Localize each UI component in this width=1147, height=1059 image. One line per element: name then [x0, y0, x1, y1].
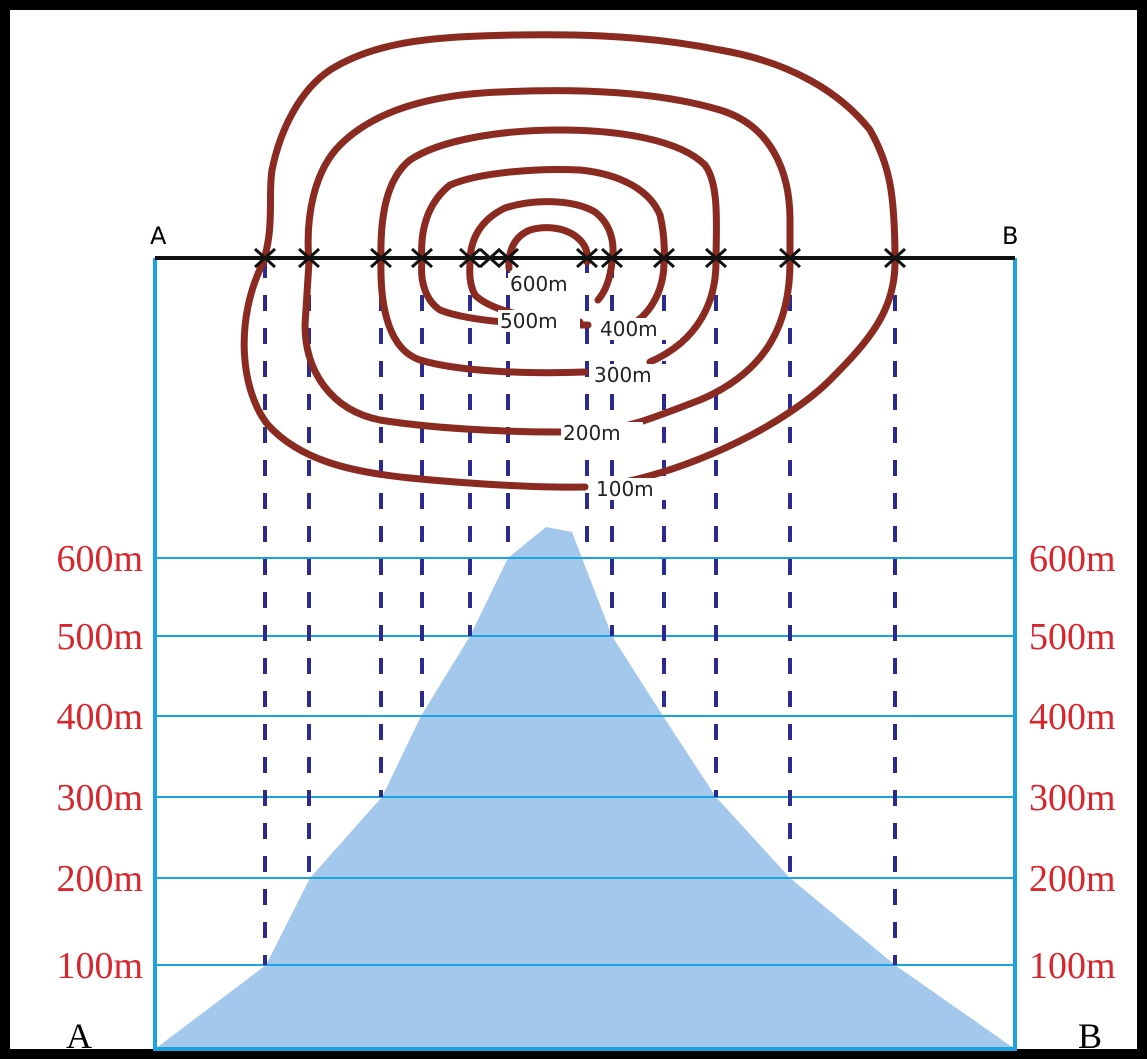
contour-label-400m: 400m — [600, 317, 658, 341]
left-label-200m: 200m — [56, 858, 143, 900]
profile-frame — [153, 258, 1017, 1051]
contour-label-200m: 200m — [563, 421, 621, 445]
right-label-100m: 100m — [1029, 945, 1116, 987]
x-mark — [778, 247, 802, 269]
profile-start-label: A — [66, 1016, 92, 1056]
x-mark — [458, 247, 482, 269]
crossing-marks — [253, 247, 907, 269]
contour-200m — [301, 87, 794, 436]
x-mark — [410, 247, 434, 269]
left-label-500m: 500m — [56, 616, 143, 658]
profile-end-label: B — [1078, 1016, 1102, 1056]
contour-100m — [240, 31, 899, 491]
section-start-label: A — [150, 222, 167, 250]
contour-500m — [466, 198, 617, 326]
x-mark — [575, 247, 599, 269]
contour-label-500m: 500m — [500, 309, 558, 333]
contour-400m — [418, 166, 668, 334]
x-mark — [297, 247, 321, 269]
right-label-600m: 600m — [1029, 538, 1116, 580]
elevation-gridlines — [155, 557, 1015, 966]
left-label-400m: 400m — [56, 696, 143, 738]
contour-300m — [377, 126, 720, 377]
right-label-200m: 200m — [1029, 858, 1116, 900]
right-label-500m: 500m — [1029, 616, 1116, 658]
contour-label-600m: 600m — [510, 272, 568, 296]
contour-label-300m: 300m — [594, 363, 652, 387]
right-elevation-labels: 600m 500m 400m 300m 200m 100m — [1029, 538, 1116, 987]
x-mark — [883, 247, 907, 269]
left-label-300m: 300m — [56, 777, 143, 819]
x-mark — [704, 247, 728, 269]
contour-lines — [240, 31, 899, 491]
x-mark — [478, 247, 502, 269]
left-label-100m: 100m — [56, 945, 143, 987]
right-label-300m: 300m — [1029, 777, 1116, 819]
x-mark — [652, 247, 676, 269]
x-mark — [600, 247, 624, 269]
section-end-label: B — [1002, 222, 1018, 250]
left-elevation-labels: 600m 500m 400m 300m 200m 100m — [56, 538, 143, 987]
contour-label-group: 600m 500m 400m 300m 200m 100m — [498, 272, 680, 501]
left-label-600m: 600m — [56, 538, 143, 580]
x-mark — [496, 247, 520, 269]
profile-area — [155, 527, 1015, 1049]
contour-label-100m: 100m — [596, 477, 654, 501]
x-mark — [253, 247, 277, 269]
x-mark — [369, 247, 393, 269]
right-label-400m: 400m — [1029, 696, 1116, 738]
contour-600m — [505, 224, 591, 272]
